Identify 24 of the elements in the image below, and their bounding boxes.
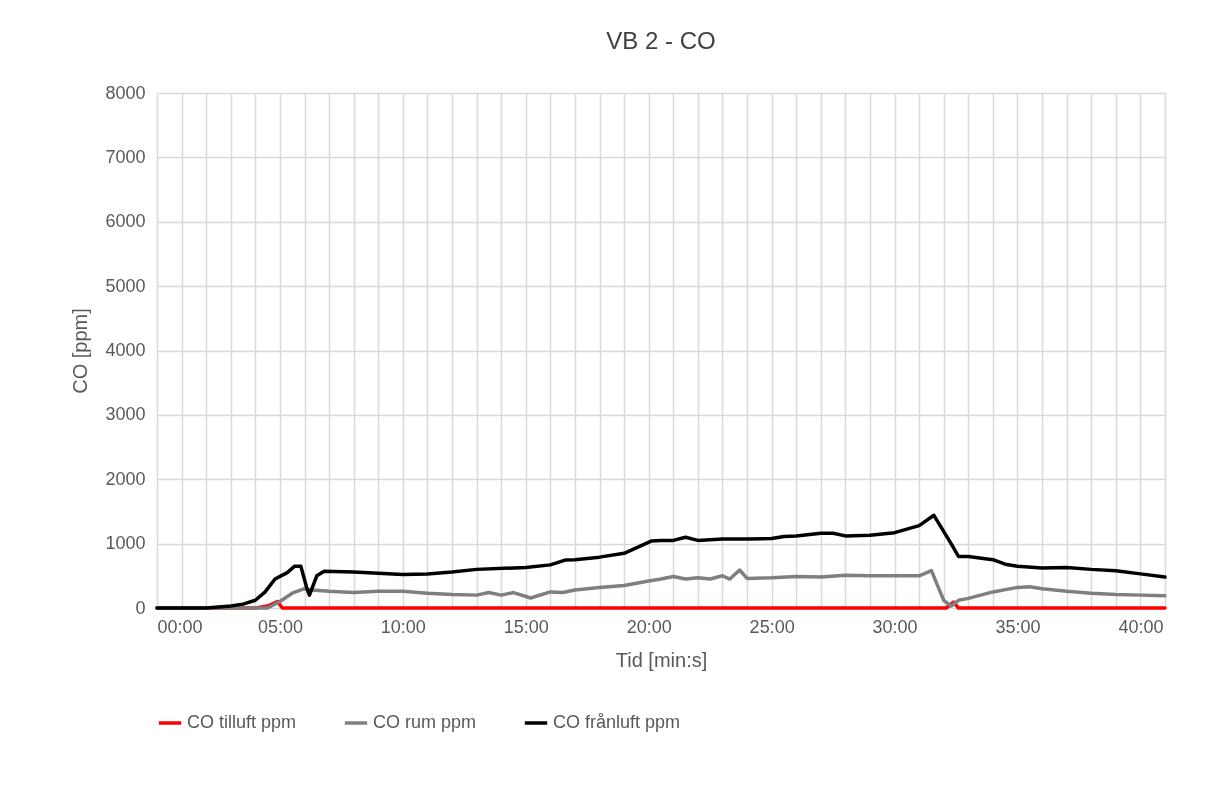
legend-label: CO frånluft ppm xyxy=(553,712,681,732)
y-tick-label: 3000 xyxy=(105,404,146,425)
y-tick-label: 5000 xyxy=(105,275,146,296)
legend-label: CO rum ppm xyxy=(373,712,477,732)
x-tick-label: 25:00 xyxy=(749,616,795,637)
x-tick-label: 10:00 xyxy=(380,616,426,637)
x-tick-label: 35:00 xyxy=(995,616,1041,637)
y-tick-label: 4000 xyxy=(105,340,146,360)
x-tick-label: 05:00 xyxy=(257,616,303,637)
x-tick-label: 20:00 xyxy=(626,616,672,637)
y-tick-label: 1000 xyxy=(105,533,146,554)
chart-title: VB 2 - CO xyxy=(606,27,716,54)
y-tick-label: 6000 xyxy=(105,211,146,232)
y-tick-label: 8000 xyxy=(105,82,146,103)
x-tick-label: 00:00 xyxy=(157,616,203,637)
y-tick-label: 0 xyxy=(135,597,146,618)
y-tick-label: 2000 xyxy=(105,468,146,489)
legend-label: CO tilluft ppm xyxy=(187,712,297,732)
x-tick-label: 15:00 xyxy=(503,616,549,637)
y-axis-title: CO [ppm] xyxy=(69,308,92,394)
x-tick-label: 40:00 xyxy=(1118,616,1164,637)
x-axis-title: Tid [min:s] xyxy=(615,648,708,671)
x-tick-label: 30:00 xyxy=(872,616,918,637)
y-tick-label: 7000 xyxy=(105,146,146,167)
